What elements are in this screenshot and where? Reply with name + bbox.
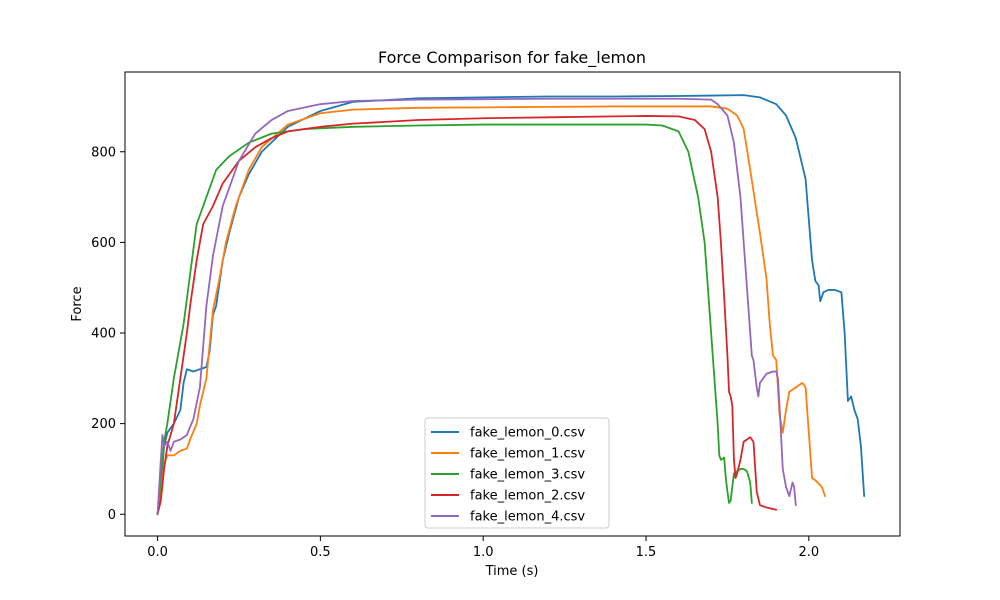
y-axis-ticks: 0 200 400 600 800: [91, 145, 125, 523]
legend: fake_lemon_0.csv fake_lemon_1.csv fake_lem…: [424, 417, 610, 529]
y-tick-label: 200: [91, 417, 116, 432]
legend-label: fake_lemon_4.csv: [470, 510, 585, 525]
x-tick-label: 1.5: [636, 545, 657, 560]
y-tick-label: 400: [91, 327, 116, 342]
legend-label: fake_lemon_0.csv: [470, 426, 585, 441]
y-tick-label: 800: [91, 145, 116, 160]
x-axis-label: Time (s): [485, 564, 539, 579]
legend-entries: fake_lemon_0.csv fake_lemon_1.csv fake_lem…: [431, 426, 585, 525]
series-line-3: [156, 115, 778, 516]
x-tick-label: 0.5: [310, 545, 331, 560]
legend-box: [424, 417, 610, 529]
series-line-2: [156, 123, 753, 516]
legend-label: fake_lemon_1.csv: [470, 447, 585, 462]
x-tick-label: 0.0: [147, 545, 168, 560]
plot-area: 0.0 0.5 1.0 1.5 2.0 0 200 400 600 800: [91, 71, 901, 560]
y-axis-label: Force: [70, 286, 85, 321]
legend-label: fake_lemon_3.csv: [470, 468, 585, 483]
legend-label: fake_lemon_2.csv: [470, 489, 585, 504]
x-tick-label: 1.0: [473, 545, 494, 560]
y-tick-label: 0: [108, 508, 116, 523]
series-line-0: [156, 94, 866, 516]
x-axis-ticks: 0.0 0.5 1.0 1.5 2.0: [147, 536, 819, 560]
series-line-1: [156, 105, 827, 516]
series-line-4: [156, 97, 797, 516]
plot-frame: [124, 71, 901, 537]
chart-title: Force Comparison for fake_lemon: [378, 48, 646, 68]
series-layer: [156, 94, 866, 516]
y-tick-label: 600: [91, 236, 116, 251]
x-tick-label: 2.0: [798, 545, 819, 560]
